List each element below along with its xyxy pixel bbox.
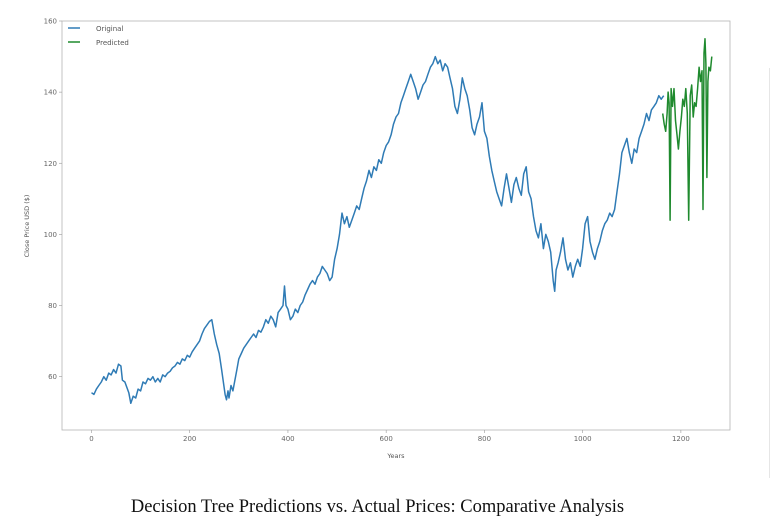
x-axis-label: Years (386, 452, 405, 460)
series-line-predicted (661, 38, 713, 221)
x-axis-ticks: 0 200 400 600 800 1000 1200 (89, 430, 690, 443)
y-tick-label: 120 (44, 160, 57, 168)
x-tick-label: 800 (478, 435, 491, 443)
y-tick-label: 60 (48, 373, 57, 381)
legend-label-predicted: Predicted (96, 39, 129, 47)
y-axis-ticks: 60 80 100 120 140 160 (44, 18, 62, 381)
y-tick-label: 100 (44, 231, 57, 239)
y-tick-label: 80 (48, 302, 57, 310)
x-tick-label: 600 (379, 435, 392, 443)
x-tick-label: 0 (89, 435, 93, 443)
legend-label-original: Original (96, 25, 123, 33)
x-tick-label: 400 (281, 435, 294, 443)
x-tick-label: 200 (183, 435, 196, 443)
page-divider (769, 68, 770, 478)
y-tick-label: 140 (44, 89, 57, 97)
series-layer (91, 38, 713, 405)
x-tick-label: 1000 (574, 435, 592, 443)
x-tick-label: 1200 (672, 435, 690, 443)
y-axis-label: Close Price USD ($) (23, 195, 31, 258)
legend: Original Predicted (68, 25, 129, 47)
y-tick-label: 160 (44, 18, 57, 26)
figure-caption: Decision Tree Predictions vs. Actual Pri… (130, 497, 625, 517)
plot-frame (61, 20, 731, 431)
line-chart: 60 80 100 120 140 160 0 200 400 600 800 1000 1200 O… (23, 18, 731, 460)
series-line-original (91, 55, 665, 405)
